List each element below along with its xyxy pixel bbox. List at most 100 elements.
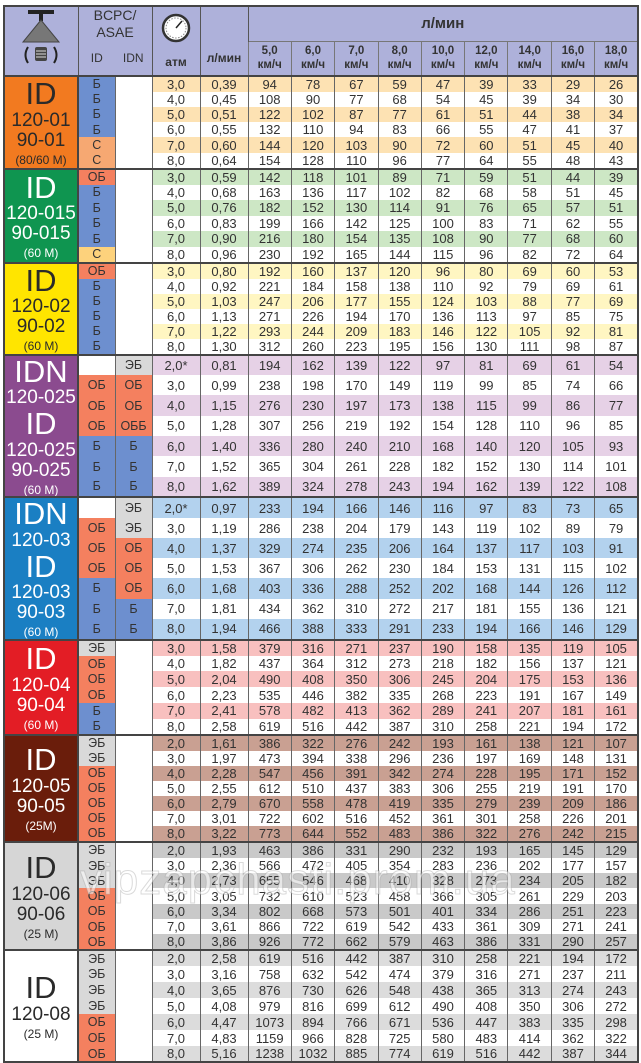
- application-rate-value: 274: [420, 765, 465, 781]
- application-rate-value: 230: [377, 558, 422, 579]
- application-rate-value: 766: [334, 1014, 378, 1031]
- pressure-value: 4,0: [151, 91, 201, 107]
- application-rate-value: 257: [594, 934, 638, 951]
- application-rate-value: 137: [464, 538, 508, 559]
- application-rate-value: 366: [420, 888, 465, 904]
- id-drift-class: Б: [78, 456, 116, 477]
- application-rate-value: 144: [377, 246, 422, 263]
- application-rate-value: 472: [290, 857, 335, 874]
- lmin-label: л/мин: [206, 50, 242, 65]
- nozzle-label-line: ID: [25, 262, 57, 298]
- flow-value: 1,62: [199, 476, 249, 498]
- application-rate-value: 578: [247, 703, 292, 719]
- application-rate-value: 276: [507, 825, 552, 842]
- application-rate-value: 350: [507, 998, 552, 1015]
- application-rate-value: 182: [464, 655, 508, 672]
- idn-drift-class: [115, 184, 153, 201]
- application-rate-value: 772: [290, 934, 335, 951]
- nozzle-label-line: 120-03: [11, 529, 71, 551]
- id-col-header: ID: [77, 41, 115, 76]
- application-rate-value: 546: [290, 873, 335, 889]
- application-rate-value: 136: [420, 308, 465, 324]
- idn-drift-class: [115, 703, 153, 719]
- application-rate-value: 119: [550, 638, 595, 656]
- application-rate-value: 166: [290, 215, 335, 232]
- application-rate-value: 242: [377, 733, 422, 751]
- id-drift-class: ОБ: [78, 261, 116, 279]
- application-rate-value: 57: [550, 200, 595, 216]
- application-rate-value: 322: [464, 825, 508, 842]
- application-rate-value: 361: [464, 919, 508, 935]
- application-rate-value: 336: [247, 436, 292, 457]
- application-rate-value: 162: [290, 353, 335, 376]
- idn-drift-class: [115, 200, 153, 216]
- application-rate-value: 279: [464, 795, 508, 811]
- idn-drift-class: Б: [115, 476, 153, 498]
- application-rate-value: 156: [420, 338, 465, 355]
- application-rate-value: 699: [334, 998, 378, 1015]
- application-rate-value: 102: [377, 184, 422, 201]
- table-row: ID 120-08 (25 M) ЭБ 2,0 2,58 619 516 442 387 310 25…: [4, 949, 638, 1063]
- idn-drift-class: [115, 122, 153, 138]
- id-drift-class: ЭБ: [78, 733, 116, 751]
- application-rate-value: 149: [377, 375, 422, 396]
- application-rate-value: 228: [377, 456, 422, 477]
- pressure-value: 3,0: [151, 261, 201, 279]
- application-rate-value: 47: [507, 122, 552, 138]
- pressure-value: 8,0: [151, 825, 201, 842]
- nozzle-label-line: (60 M): [23, 482, 59, 497]
- application-rate-value: 146: [550, 618, 595, 640]
- application-rate-value: 1238: [247, 1046, 292, 1063]
- application-rate-value: 146: [420, 323, 465, 339]
- application-rate-value: 121: [594, 655, 638, 672]
- application-rate-value: 542: [334, 966, 378, 983]
- application-rate-value: 68: [377, 91, 422, 107]
- flow-value: 1,19: [199, 518, 249, 539]
- application-rate-value: 322: [290, 733, 335, 751]
- nozzle-label-line: (25 M): [23, 1026, 59, 1041]
- application-rate-value: 96: [420, 261, 465, 279]
- application-rate-value: 558: [290, 795, 335, 811]
- application-rate-value: 94: [334, 122, 378, 138]
- idn-drift-class: [115, 106, 153, 123]
- application-rate-value: 163: [247, 184, 292, 201]
- application-rate-value: 619: [334, 919, 378, 935]
- flow-value: 0,60: [199, 137, 249, 153]
- application-rate-value: 62: [550, 215, 595, 232]
- flow-value: 5,16: [199, 1046, 249, 1063]
- speed-unit: км/ч: [344, 59, 369, 71]
- application-rate-value: 262: [334, 558, 378, 579]
- application-rate-value: 77: [334, 91, 378, 107]
- id-drift-class: Б: [78, 718, 116, 735]
- application-rate-value: 169: [507, 750, 552, 766]
- speed-unit: км/ч: [257, 59, 282, 71]
- application-rate-value: 523: [334, 888, 378, 904]
- application-rate-value: 290: [377, 840, 422, 858]
- pressure-value: 5,0: [151, 780, 201, 796]
- application-rate-value: 644: [290, 825, 335, 842]
- table-row: С 8,0 0,96 230 192 165 144 115 96 82 72 64: [4, 246, 638, 263]
- application-rate-value: 291: [377, 618, 422, 640]
- application-rate-value: 335: [550, 1014, 595, 1031]
- flow-value: 4,47: [199, 1014, 249, 1031]
- application-rate-value: 115: [464, 395, 508, 416]
- flow-value: 0,64: [199, 152, 249, 169]
- application-rate-value: 82: [420, 184, 465, 201]
- id-drift-class: Б: [78, 598, 116, 619]
- application-rate-value: 382: [334, 687, 378, 704]
- application-rate-value: 221: [507, 949, 552, 967]
- flow-value: 2,55: [199, 780, 249, 796]
- application-rate-value: 131: [594, 750, 638, 766]
- application-rate-value: 122: [550, 476, 595, 498]
- application-rate-value: 204: [334, 518, 378, 539]
- application-rate-value: 280: [290, 436, 335, 457]
- application-rate-value: 168: [464, 578, 508, 599]
- nozzle-label-line: (80/60 M): [15, 152, 67, 167]
- application-rate-value: 290: [550, 934, 595, 951]
- application-rate-value: 387: [550, 1046, 595, 1063]
- nozzle-label-line: ID: [25, 548, 57, 584]
- nozzle-label-line: (60 M): [23, 339, 59, 354]
- pressure-value: 6,0: [151, 578, 201, 599]
- application-rate-value: 926: [247, 934, 292, 951]
- table-row: ОБ ОБ 4,0 1,37 329 274 235 206 164 137 117 103 91: [4, 538, 638, 559]
